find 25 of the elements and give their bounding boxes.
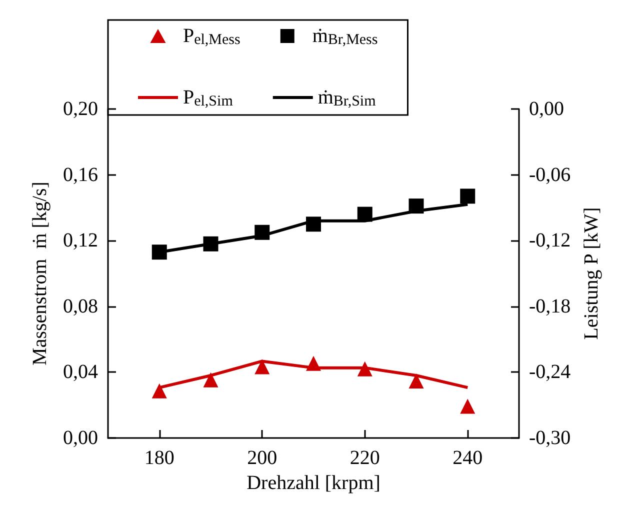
- y2-axis-title: Leistung P [kW]: [580, 207, 603, 340]
- y2-tick-label: -0,06: [529, 164, 571, 186]
- y-axis-title: Massenstrom ṁ [kg/s]: [29, 182, 51, 366]
- y-tick-label: 0,20: [63, 98, 98, 120]
- x-tick-label: 200: [247, 447, 278, 469]
- y-tick-label: 0,12: [63, 230, 98, 252]
- y-tick-label: 0,04: [63, 361, 98, 384]
- x-axis-title: Drehzahl [krpm]: [246, 472, 380, 494]
- y2-tick-label: 0,00: [529, 98, 564, 120]
- y2-tick-label: -0,12: [529, 230, 571, 252]
- y2-tick-label: -0,30: [529, 427, 571, 449]
- x-tick-label: 240: [452, 447, 483, 469]
- point: [460, 188, 476, 204]
- x-tick-label: 180: [144, 447, 174, 469]
- point: [152, 244, 167, 260]
- x-tick-label: 220: [350, 447, 380, 469]
- y-tick-label: 0,16: [63, 164, 98, 186]
- y2-tick-label: -0,18: [529, 295, 571, 318]
- y2-tick-label: -0,24: [529, 361, 571, 384]
- point: [460, 398, 476, 414]
- point: [203, 372, 218, 388]
- y-tick-label: 0,08: [63, 295, 98, 318]
- y-tick-label: 0,00: [63, 427, 98, 449]
- point: [408, 373, 424, 388]
- point: [152, 383, 167, 398]
